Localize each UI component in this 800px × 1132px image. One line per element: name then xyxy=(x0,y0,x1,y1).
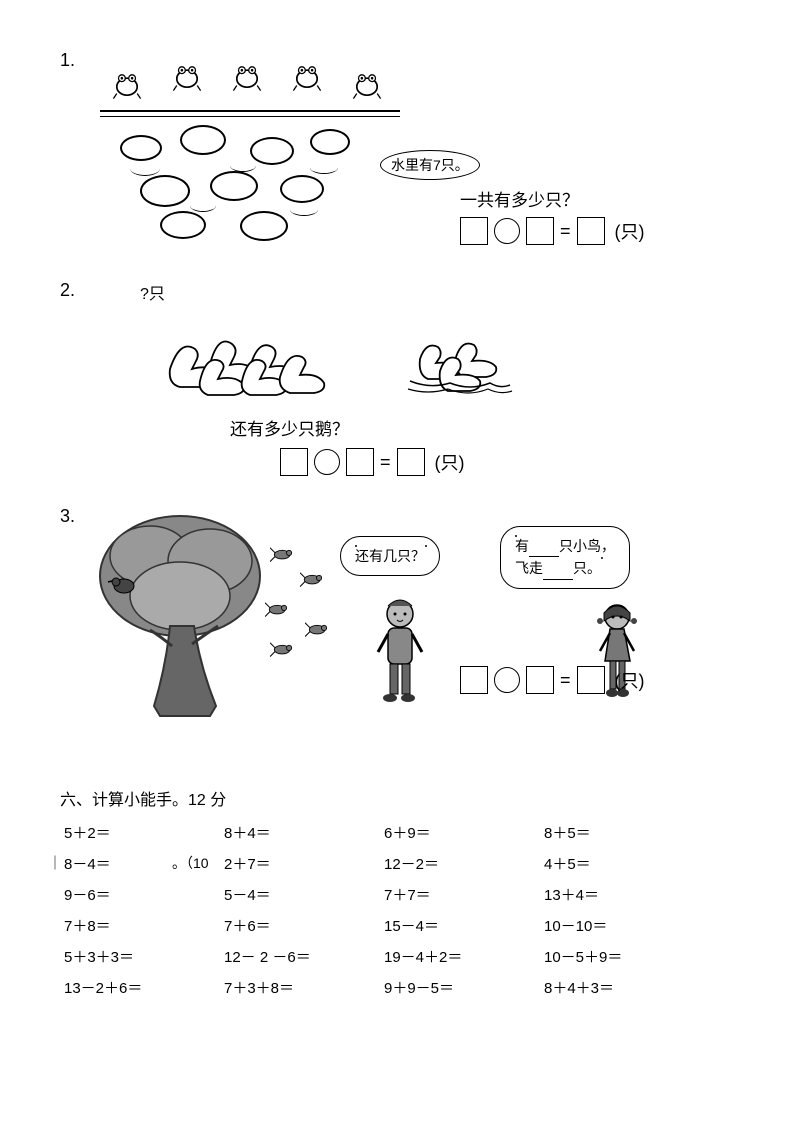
girl-line2-pre: 飞走 xyxy=(515,560,543,576)
calc-cell[interactable]: 6＋9＝ xyxy=(384,822,544,843)
unit-label: (只) xyxy=(435,449,465,475)
frog-icon xyxy=(350,68,384,102)
answer-box[interactable] xyxy=(346,448,374,476)
frog-icon xyxy=(170,60,204,94)
boy-bubble-text: 还有几只？ xyxy=(355,548,425,564)
operator-circle[interactable] xyxy=(314,449,340,475)
calc-cell[interactable]: 15－4＝ xyxy=(384,915,544,936)
answer-box[interactable] xyxy=(397,448,425,476)
calc-cell[interactable]: ｜ 8－4＝ 。（10 xyxy=(64,853,224,874)
calc-cell[interactable]: 7＋6＝ xyxy=(224,915,384,936)
frog-icon xyxy=(230,60,264,94)
calc-cell[interactable]: 5＋3＋3＝ xyxy=(64,946,224,967)
equals-sign: = xyxy=(560,221,571,242)
fill-blank[interactable] xyxy=(543,565,573,580)
calc-cell[interactable]: 7＋8＝ xyxy=(64,915,224,936)
bird-icon xyxy=(305,621,331,639)
question-text: 一共有多少只？ xyxy=(460,186,645,211)
frog-icon xyxy=(110,68,144,102)
tree-icon xyxy=(90,506,290,726)
calc-cell[interactable]: 5－4＝ xyxy=(224,884,384,905)
girl-line1-pre: 有 xyxy=(515,538,529,554)
frog-pond-illustration: 水里有7只。 一共有多少只？ = (只) xyxy=(100,50,740,250)
question-block: 一共有多少只？ = (只) xyxy=(460,180,645,245)
lily-pads xyxy=(110,125,390,245)
calc-cell[interactable]: 19－4＋2＝ xyxy=(384,946,544,967)
hint-bubble: 水里有7只。 xyxy=(380,150,480,180)
calc-cell[interactable]: 10－10＝ xyxy=(544,915,704,936)
answer-box[interactable] xyxy=(460,666,488,694)
calc-cell[interactable]: 8＋4＝ xyxy=(224,822,384,843)
problem-number: 1. xyxy=(60,50,75,71)
problem-3: 3. xyxy=(60,506,740,726)
answer-box[interactable] xyxy=(577,217,605,245)
equation-template: = (只) xyxy=(280,448,740,476)
bird-icon xyxy=(265,601,291,619)
fill-blank[interactable] xyxy=(529,542,559,557)
girl-speech-bubble: 有 只小鸟， 飞走 只。 xyxy=(500,526,630,589)
equation-template: = (只) xyxy=(460,666,645,694)
problem-number: 2. xyxy=(60,280,75,301)
calc-cell[interactable]: 8＋4＋3＝ xyxy=(544,977,704,998)
answer-box[interactable] xyxy=(280,448,308,476)
equation-template: = (只) xyxy=(460,217,645,245)
calculation-grid: 5＋2＝ 8＋4＝ 6＋9＝ 8＋5＝ ｜ 8－4＝ 。（10 2＋7＝ 12－… xyxy=(64,822,740,998)
calc-cell[interactable]: 8＋5＝ xyxy=(544,822,704,843)
bird-icon xyxy=(300,571,326,589)
answer-box[interactable] xyxy=(526,666,554,694)
girl-line1-post: 只小鸟， xyxy=(559,538,615,554)
calc-cell[interactable]: 13＋4＝ xyxy=(544,884,704,905)
unit-label: (只) xyxy=(615,218,645,244)
calc-cell[interactable]: 13－2＋6＝ xyxy=(64,977,224,998)
answer-box[interactable] xyxy=(577,666,605,694)
annot: ｜ xyxy=(48,853,62,873)
hint-text: 水里有7只。 xyxy=(391,157,469,173)
calc-cell[interactable]: 12－2＝ xyxy=(384,853,544,874)
question-text: 还有多少只鹅？ xyxy=(230,415,740,440)
calc-cell[interactable]: 9＋9－5＝ xyxy=(384,977,544,998)
bird-icon xyxy=(270,546,296,564)
water-line xyxy=(100,116,400,117)
expr: 8－4＝ xyxy=(64,856,111,873)
section-6-title: 六、计算小能手。12 分 xyxy=(60,786,740,810)
calc-cell[interactable]: 5＋2＝ xyxy=(64,822,224,843)
equals-sign: = xyxy=(560,670,571,691)
equals-sign: = xyxy=(380,452,391,473)
unit-label: (只) xyxy=(615,667,645,693)
calc-cell[interactable]: 2＋7＝ xyxy=(224,853,384,874)
frog-icon xyxy=(290,60,324,94)
frog-row xyxy=(110,60,390,110)
problem-2: 2. ?只 xyxy=(60,280,740,476)
annot: 。（10 xyxy=(172,853,209,873)
calc-cell[interactable]: 4＋5＝ xyxy=(544,853,704,874)
problem-1: 1. xyxy=(60,50,740,250)
water-line xyxy=(100,110,400,112)
calc-cell[interactable]: 9－6＝ xyxy=(64,884,224,905)
geese-illustration xyxy=(150,299,550,409)
calc-cell[interactable]: 12－ 2 －6＝ xyxy=(224,946,384,967)
answer-box[interactable] xyxy=(526,217,554,245)
calc-cell[interactable]: 10－5＋9＝ xyxy=(544,946,704,967)
girl-line2-post: 只。 xyxy=(573,560,601,576)
boy-icon xyxy=(370,596,430,706)
answer-box[interactable] xyxy=(460,217,488,245)
calc-cell[interactable]: 7＋7＝ xyxy=(384,884,544,905)
boy-speech-bubble: 还有几只？ xyxy=(340,536,440,576)
operator-circle[interactable] xyxy=(494,667,520,693)
calc-cell[interactable]: 7＋3＋8＝ xyxy=(224,977,384,998)
operator-circle[interactable] xyxy=(494,218,520,244)
problem-number: 3. xyxy=(60,506,75,527)
bird-icon xyxy=(270,641,296,659)
